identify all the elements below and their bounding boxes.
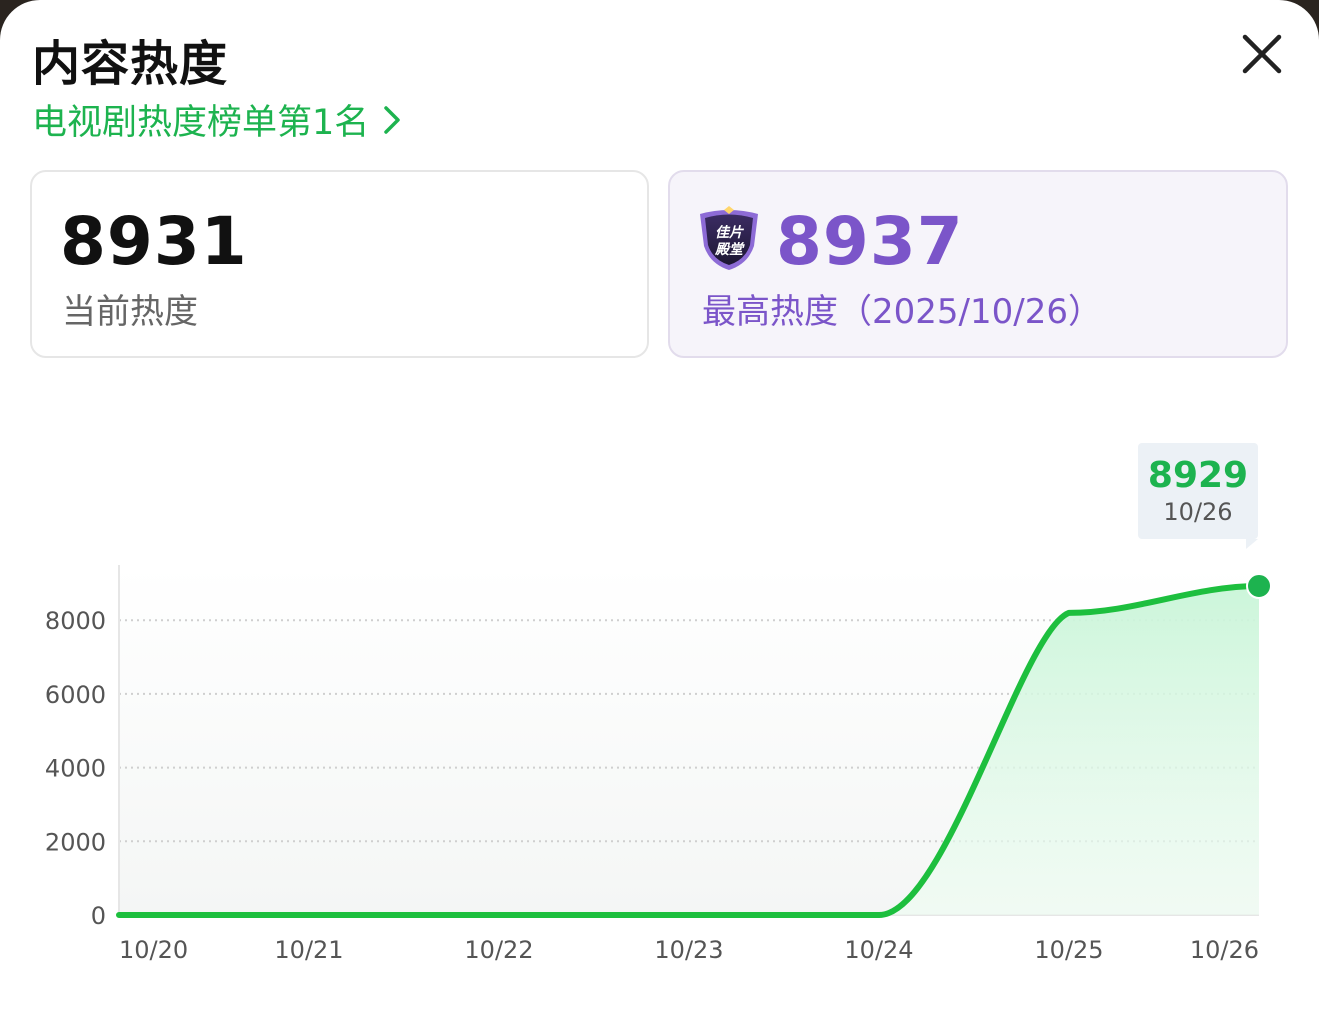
heat-area-fill (119, 586, 1259, 915)
highlight-point[interactable] (1246, 573, 1272, 599)
tooltip-value: 8929 (1147, 455, 1249, 496)
page-title: 内容热度 (32, 36, 229, 92)
peak-heat-card: 佳片 殿堂 8937 最高热度（2025/10/26） (668, 170, 1288, 358)
tooltip-arrow (1246, 539, 1258, 549)
rank-link[interactable]: 电视剧热度榜单第1名 (32, 94, 401, 145)
badge-text-bottom: 殿堂 (714, 241, 745, 258)
close-icon (1242, 34, 1282, 74)
peak-heat-value: 8937 (776, 203, 964, 280)
x-tick-label: 10/24 (844, 936, 913, 964)
y-tick-label: 8000 (45, 607, 106, 635)
x-tick-label: 10/26 (1190, 936, 1259, 964)
y-tick-label: 4000 (45, 755, 106, 783)
y-tick-label: 0 (91, 902, 106, 930)
x-tick-label: 10/23 (654, 936, 723, 964)
tooltip-date: 10/26 (1163, 498, 1233, 526)
badge-text-top: 佳片 (715, 224, 745, 241)
heat-line (116, 583, 1262, 918)
x-tick-label: 10/22 (464, 936, 533, 964)
x-tick-label: 10/25 (1034, 936, 1103, 964)
chevron-right-icon (384, 105, 401, 134)
current-heat-label: 当前热度 (62, 292, 198, 332)
current-heat-card: 8931 当前热度 (30, 170, 649, 358)
peak-heat-label: 最高热度（2025/10/26） (702, 292, 1102, 332)
hall-of-fame-badge-icon: 佳片 殿堂 (700, 206, 758, 270)
x-tick-label: 10/21 (274, 936, 343, 964)
x-tick-label: 10/20 (119, 936, 188, 964)
current-heat-value: 8931 (60, 203, 248, 280)
y-tick-label: 2000 (45, 828, 106, 856)
rank-link-label: 电视剧热度榜单第1名 (32, 103, 370, 143)
y-tick-label: 6000 (45, 681, 106, 709)
close-button[interactable] (1236, 28, 1288, 80)
chart-tooltip: 8929 10/26 (1138, 443, 1258, 539)
